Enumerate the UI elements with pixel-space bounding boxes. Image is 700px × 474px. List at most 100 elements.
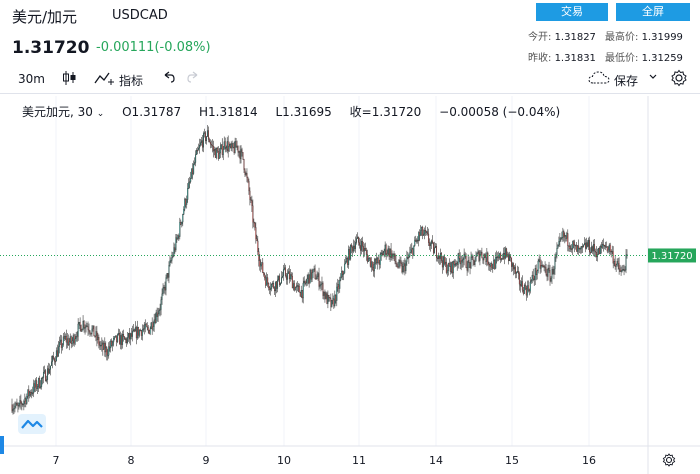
candle-up: [282, 269, 284, 277]
candle-up: [129, 333, 131, 340]
chart-area[interactable]: 1.31720 7 8 9 10 11 14 15 16: [0, 96, 700, 474]
candle-down: [619, 268, 621, 272]
candle-down: [111, 340, 113, 346]
candle-up: [266, 277, 268, 286]
candle-up: [403, 263, 405, 267]
candle-up: [223, 141, 225, 150]
candle-up: [577, 245, 579, 252]
candle-down: [390, 248, 392, 258]
candle-up: [398, 260, 400, 267]
stat-low: 最低价: 1.31259: [605, 49, 683, 64]
candle-up: [424, 229, 426, 235]
candle-up: [43, 372, 45, 378]
candle-up: [292, 283, 294, 289]
candle-up: [503, 253, 505, 259]
candle-up: [113, 338, 115, 343]
candle-up: [159, 309, 161, 311]
candle-up: [155, 312, 157, 324]
candle-up: [226, 141, 228, 150]
candle-up: [141, 329, 143, 336]
candle-up: [72, 335, 74, 341]
candle-up: [46, 379, 48, 382]
candle-down: [407, 257, 409, 259]
candle-down: [489, 264, 491, 267]
undo-icon[interactable]: [162, 70, 176, 87]
candle-down: [298, 285, 300, 293]
candle-up: [345, 261, 347, 265]
candle-up: [363, 248, 365, 252]
legend-change: −0.00058 (−0.04%): [439, 105, 561, 119]
candle-up: [509, 254, 511, 262]
candle-up: [381, 252, 383, 255]
candle-up: [460, 260, 462, 265]
candle-up: [69, 336, 71, 342]
candle-down: [263, 272, 265, 275]
candle-down: [422, 226, 424, 236]
candle-up: [501, 258, 503, 260]
candle-down: [366, 254, 368, 262]
candle-up: [561, 237, 563, 239]
candle-down: [617, 261, 619, 264]
candle-up: [277, 279, 279, 289]
candle-down: [314, 268, 316, 279]
candle-up: [603, 244, 605, 247]
candle-down: [32, 392, 34, 394]
candle-up: [204, 132, 205, 134]
cloud-save-icon[interactable]: [588, 70, 610, 89]
candle-down: [378, 262, 380, 265]
candle-type-icon[interactable]: [62, 70, 76, 89]
scroll-handle[interactable]: [0, 436, 4, 454]
tradingview-logo-icon[interactable]: [18, 414, 46, 434]
candle-down: [482, 257, 484, 261]
candle-up: [75, 336, 77, 340]
interval-selector[interactable]: 30m: [18, 72, 45, 86]
candle-down: [429, 242, 431, 246]
candle-down: [377, 257, 379, 264]
x-tick-label: 9: [203, 454, 210, 467]
indicators-icon[interactable]: [94, 70, 116, 89]
candle-down: [252, 205, 254, 223]
candle-down: [86, 325, 88, 327]
candle-down: [385, 244, 387, 255]
candle-down: [154, 319, 156, 324]
redo-icon[interactable]: [186, 70, 200, 87]
chevron-down-icon[interactable]: [648, 71, 658, 85]
candle-up: [125, 338, 127, 340]
candle-up: [296, 285, 298, 287]
candle-down: [449, 266, 451, 272]
candle-down: [438, 255, 440, 259]
candle-down: [358, 242, 360, 246]
axis-settings-icon[interactable]: [662, 453, 676, 467]
candle-down: [230, 143, 232, 149]
candle-down: [589, 251, 591, 254]
legend-chevron-icon[interactable]: ⌄: [96, 109, 105, 119]
candle-down: [208, 139, 210, 143]
trade-button[interactable]: 交易: [536, 3, 608, 21]
candle-down: [354, 245, 356, 249]
candle-up: [236, 145, 238, 148]
candle-down: [130, 333, 132, 337]
candle-up: [165, 277, 167, 291]
candle-up: [280, 282, 282, 285]
candlestick-chart[interactable]: 1.31720 7 8 9 10 11 14 15 16: [0, 96, 700, 474]
candle-up: [406, 257, 408, 262]
candle-up: [376, 257, 378, 264]
candle-up: [447, 262, 449, 271]
candle-up: [490, 263, 492, 267]
x-tick-label: 11: [352, 454, 366, 467]
candle-up: [471, 256, 473, 258]
candle-up: [168, 265, 170, 278]
fullscreen-button[interactable]: 全屏: [616, 3, 690, 21]
candle-down: [612, 251, 614, 264]
candle-down: [548, 267, 550, 271]
candle-down: [600, 245, 602, 248]
save-button[interactable]: 保存: [614, 74, 639, 88]
candle-down: [512, 263, 514, 270]
candle-up: [370, 261, 372, 267]
candle-down: [288, 271, 290, 280]
candle-up: [195, 154, 197, 163]
settings-gear-icon[interactable]: [670, 69, 688, 90]
indicators-button[interactable]: 指标: [119, 74, 144, 88]
candle-down: [52, 356, 54, 359]
candle-up: [534, 268, 536, 280]
